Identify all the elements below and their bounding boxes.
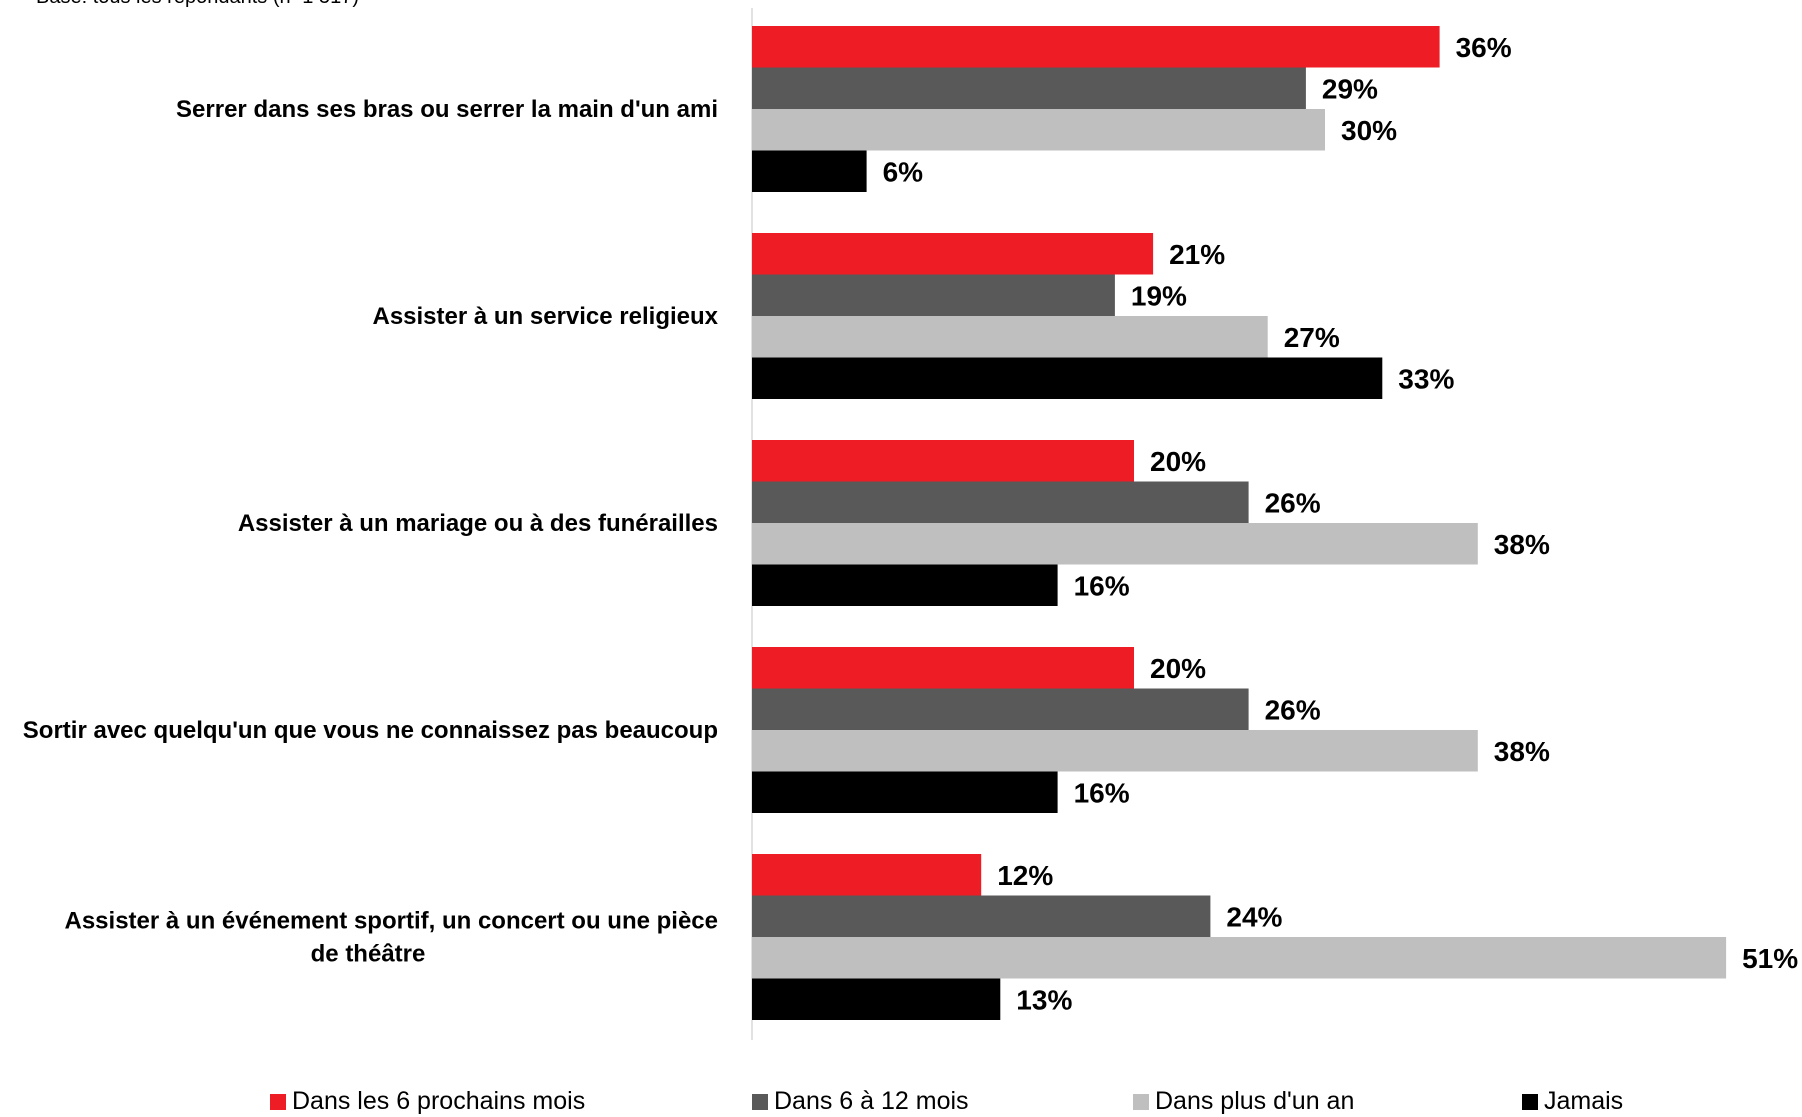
bar (752, 937, 1727, 979)
bar (752, 109, 1325, 151)
category-label: Serrer dans ses bras ou serrer la main d… (176, 96, 718, 123)
bar (752, 688, 1249, 730)
data-label: 29% (1322, 73, 1378, 104)
legend-swatch (1133, 1093, 1149, 1110)
data-label: 20% (1150, 653, 1206, 684)
legend-swatch (752, 1093, 768, 1110)
bar (752, 26, 1440, 68)
data-label: 38% (1494, 529, 1550, 560)
data-label: 36% (1456, 32, 1512, 63)
data-label: 16% (1074, 570, 1130, 601)
bar (752, 481, 1249, 523)
category-label: Assister à un événement sportif, un conc… (65, 908, 719, 968)
data-label: 26% (1265, 694, 1321, 725)
data-label: 20% (1150, 446, 1206, 477)
legend-item: Dans les 6 prochains mois (270, 1087, 585, 1116)
data-label: 30% (1341, 115, 1397, 146)
bar (752, 978, 1001, 1020)
legend-label: Dans plus d'un an (1155, 1087, 1355, 1115)
bar (752, 647, 1134, 689)
data-label: 38% (1494, 736, 1550, 767)
legend-label: Dans les 6 prochains mois (292, 1087, 586, 1115)
data-label: 27% (1284, 322, 1340, 353)
bar (752, 440, 1134, 482)
legend-label: Dans 6 à 12 mois (774, 1087, 969, 1115)
bar (752, 895, 1211, 937)
bar (752, 233, 1154, 275)
legend-item: Dans 6 à 12 mois (752, 1087, 969, 1116)
bar (752, 150, 867, 192)
category-label: Assister à un mariage ou à des funéraill… (238, 510, 718, 537)
data-label: 6% (883, 156, 924, 187)
data-label: 51% (1742, 943, 1798, 974)
data-label: 33% (1398, 363, 1454, 394)
bar (752, 274, 1115, 316)
data-label: 21% (1169, 239, 1225, 270)
category-label: Sortir avec quelqu'un que vous ne connai… (23, 717, 718, 744)
bar (752, 523, 1478, 565)
legend-item: Jamais (1522, 1087, 1623, 1116)
legend-swatch (1522, 1093, 1538, 1110)
bar (752, 854, 982, 896)
bar (752, 316, 1268, 358)
data-label: 13% (1016, 984, 1072, 1015)
data-label: 16% (1074, 777, 1130, 808)
data-label: 19% (1131, 280, 1187, 311)
category-label: Assister à un service religieux (372, 303, 718, 330)
bar (752, 730, 1478, 772)
base-note: Base: tous les répondants (n=1 517) (36, 0, 359, 9)
data-label: 12% (997, 860, 1053, 891)
bar-chart: Serrer dans ses bras ou serrer la main d… (23, 8, 1798, 1040)
legend-swatch (270, 1093, 286, 1110)
bar (752, 67, 1306, 109)
data-label: 26% (1265, 487, 1321, 518)
legend-label: Jamais (1544, 1087, 1624, 1115)
legend: Dans les 6 prochains mois Dans 6 à 12 moi… (0, 1081, 1802, 1117)
legend-item: Dans plus d'un an (1133, 1087, 1354, 1116)
bar (752, 771, 1058, 813)
bar (752, 357, 1383, 399)
bar (752, 564, 1058, 606)
data-label: 24% (1226, 901, 1282, 932)
